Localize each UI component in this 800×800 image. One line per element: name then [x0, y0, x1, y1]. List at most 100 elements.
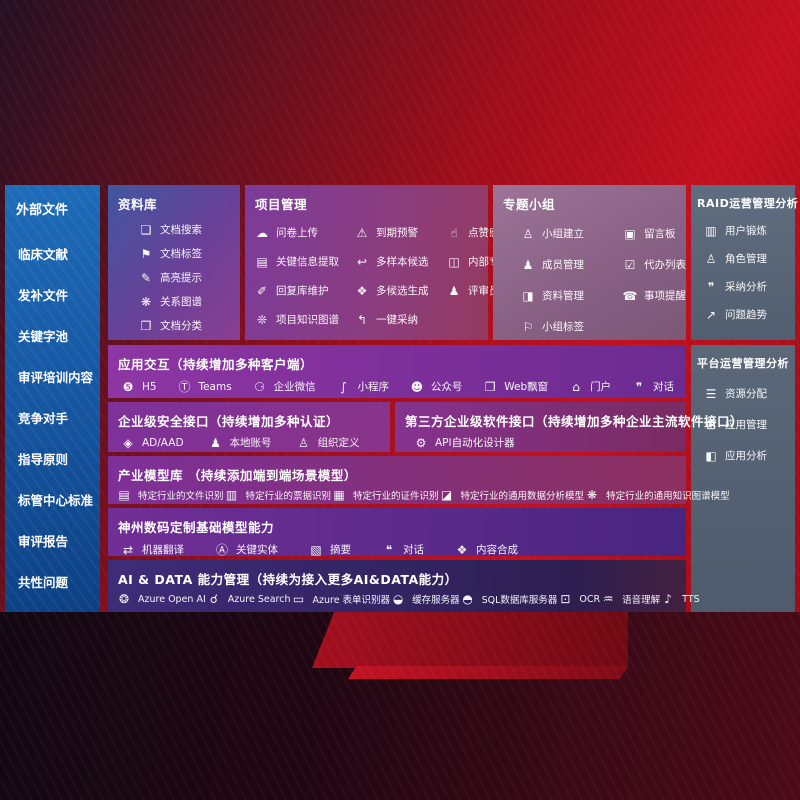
miniprogram-icon: ∫: [340, 379, 347, 394]
photo-album-icon: ◨: [522, 288, 534, 303]
openai-icon: ❂: [118, 592, 130, 606]
feature-label: 小组标签: [542, 321, 584, 333]
feature-item: ❖ 内容合成: [454, 542, 518, 557]
topic-groups-items: ♙ 小组建立 ▣ 留言板 ♟ 成员管理 ☑ 代办列表 ◨ 资料管理 ☎ 事项提醒 ⚐ 小组标签: [493, 213, 686, 334]
relation-graph-icon: ❋: [140, 294, 152, 309]
api-designer-gear-icon: ⚙: [415, 435, 427, 450]
feature-item: ↰ 一键采纳: [354, 312, 446, 327]
feature-label: 关键实体: [236, 544, 278, 556]
people-icon: ♙: [705, 251, 717, 266]
list-icon: ☰: [705, 386, 717, 401]
platform-analysis-items: ☰ 资源分配 ⊞ 应用管理 ◧ 应用分析: [691, 371, 795, 463]
feature-label: Azure 表单识别器: [312, 595, 391, 606]
feature-label: 高亮提示: [160, 272, 202, 284]
feature-label: 资料管理: [542, 290, 584, 302]
repository-title: 资料库: [118, 197, 158, 212]
feature-item: ◪ 特定行业的通用数据分析模型: [439, 488, 584, 502]
feature-item: ⚑ 文档标签: [138, 246, 240, 261]
feature-label: 门户: [590, 381, 612, 393]
key-info-extract-icon: ▤: [256, 254, 268, 269]
portal-icon: ⌂: [572, 379, 580, 394]
feature-item: ◧ 应用分析: [703, 448, 795, 463]
summary-doc-icon: ▧: [310, 542, 322, 557]
feature-item: ⇄ 机器翻译: [120, 542, 184, 557]
feature-label: 资源分配: [725, 388, 767, 400]
feature-label: 留言板: [644, 228, 676, 240]
group-tag-icon: ⚐: [522, 319, 534, 334]
entity-shield-icon: Ⓐ: [215, 543, 228, 557]
data-analysis-model-icon: ◪: [440, 488, 453, 502]
ocr-icon: ⊡: [560, 592, 571, 606]
feature-item: ⚠ 到期预警: [354, 225, 446, 240]
industry-model-panel: 产业模型库 （持续添加端到端场景模型） ▤ 特定行业的文件识别 ▥ 特定行业的票据识别…: [108, 456, 730, 504]
feature-item: ☌ Azure Search: [206, 592, 291, 606]
feature-label: 关键信息提取: [276, 256, 339, 268]
feature-item: Ⓣ Teams: [176, 378, 231, 395]
feature-label: 对话: [403, 544, 424, 556]
project-management-panel: 项目管理 ☁问卷上传⚠到期预警☝点赞感谢▤关键信息提取↩多样本候选◫内部专家排名…: [245, 185, 531, 340]
knowledge-graph-icon: ❊: [256, 312, 268, 327]
id-card-icon: ▥: [705, 223, 717, 238]
feature-item: ▣ 留言板: [622, 226, 686, 241]
feature-label: 到期预警: [376, 227, 418, 239]
thumbs-up-icon: ☝: [450, 225, 458, 240]
dialog-icon: ❞: [635, 379, 643, 394]
bell-icon: ☎: [622, 288, 638, 303]
feature-label: 缓存服务器: [412, 595, 460, 606]
feature-item: ❏ 文档搜索: [138, 222, 240, 237]
feature-label: 企业微信: [273, 381, 316, 393]
feature-label: TTS: [682, 593, 700, 605]
document-category-icon: ❐: [140, 318, 152, 333]
feature-item: ▥ 用户锻炼: [703, 223, 795, 238]
external-files-list: 临床文献 发补文件 关键字池 审评培训内容 竞争对手 指导原则 标管中心标准 审评报告 共性问题: [5, 218, 100, 591]
tts-icon: ♪: [664, 592, 672, 606]
laptop-silhouette-shape: [312, 612, 628, 668]
trend-chart-icon: ↗: [705, 307, 717, 322]
feature-item: ⚆ 企业微信: [252, 379, 316, 394]
feature-label: 机器翻译: [142, 544, 184, 556]
wechat-work-icon: ⚆: [254, 379, 265, 394]
feature-label: 一键采纳: [376, 314, 418, 326]
speech-understanding-icon: ♒: [602, 592, 614, 606]
feature-item: ▦ 特定行业的证件识别: [331, 488, 438, 502]
feature-label: 小程序: [357, 381, 389, 393]
reply-arrow-icon: ↩: [356, 254, 368, 269]
html5-icon: ❺: [122, 379, 134, 394]
org-define-icon: ♙: [298, 435, 309, 450]
clipboard-icon: ☑: [624, 257, 636, 272]
sidebar-item: 审评报告: [18, 534, 69, 549]
feature-label: 用户锻炼: [725, 225, 767, 237]
app-interaction-panel: 应用交互（持续增加多种客户端） ❺ H5 Ⓣ Teams ⚆ 企业微信 ∫ 小程序 ☻ 公众号 ❒ W…: [108, 345, 686, 398]
feature-item: ☑ 代办列表: [622, 257, 686, 272]
feature-label: 本地账号: [229, 437, 272, 449]
cache-server-icon: ◒: [392, 592, 404, 606]
feature-item: ⚐ 小组标签: [520, 319, 622, 334]
feature-item: ▤ 关键信息提取: [254, 254, 354, 269]
base-model-title: 神州数码定制基础模型能力: [118, 520, 275, 535]
feature-item: ⊞ 应用管理: [703, 417, 795, 432]
adopt-arrow-icon: ↰: [356, 312, 368, 327]
sql-database-icon: ◓: [462, 592, 473, 606]
feature-label: 特定行业的文件识别: [138, 491, 224, 502]
feature-item: ☎ 事项提醒: [622, 288, 686, 303]
feature-label: H5: [142, 380, 157, 393]
industry-model-title: 产业模型库 （持续添加端到端场景模型）: [118, 468, 357, 483]
raid-analysis-panel: RAID运营管理分析 ▥ 用户锻炼 ♙ 角色管理 ❞ 采纳分析 ↗ 问题趋势: [691, 185, 798, 340]
id-recognition-icon: ▦: [333, 488, 345, 502]
feature-label: 文档标签: [160, 248, 202, 260]
feature-label: 事项提醒: [644, 290, 686, 302]
red-bar-shape: [348, 666, 628, 679]
feature-item: ▭ Azure 表单识别器: [290, 592, 390, 606]
feature-item: ❖ 多候选生成: [354, 283, 446, 298]
feature-item: ❺ H5: [120, 380, 157, 394]
sidebar-item: 审评培训内容: [18, 370, 94, 385]
feature-item: ☰ 资源分配: [703, 386, 795, 401]
feature-label: 采纳分析: [725, 281, 767, 293]
feature-label: 小组建立: [542, 228, 584, 240]
feature-label: 多候选生成: [376, 285, 429, 297]
feature-label: 成员管理: [542, 259, 584, 271]
feature-item: ✐ 回复库维护: [254, 283, 354, 298]
base-model-panel: 神州数码定制基础模型能力 ⇄ 机器翻译 Ⓐ 关键实体 ▧ 摘要 ❝ 对话 ❖ 内容合成: [108, 508, 686, 557]
feature-label: 公众号: [430, 381, 463, 393]
